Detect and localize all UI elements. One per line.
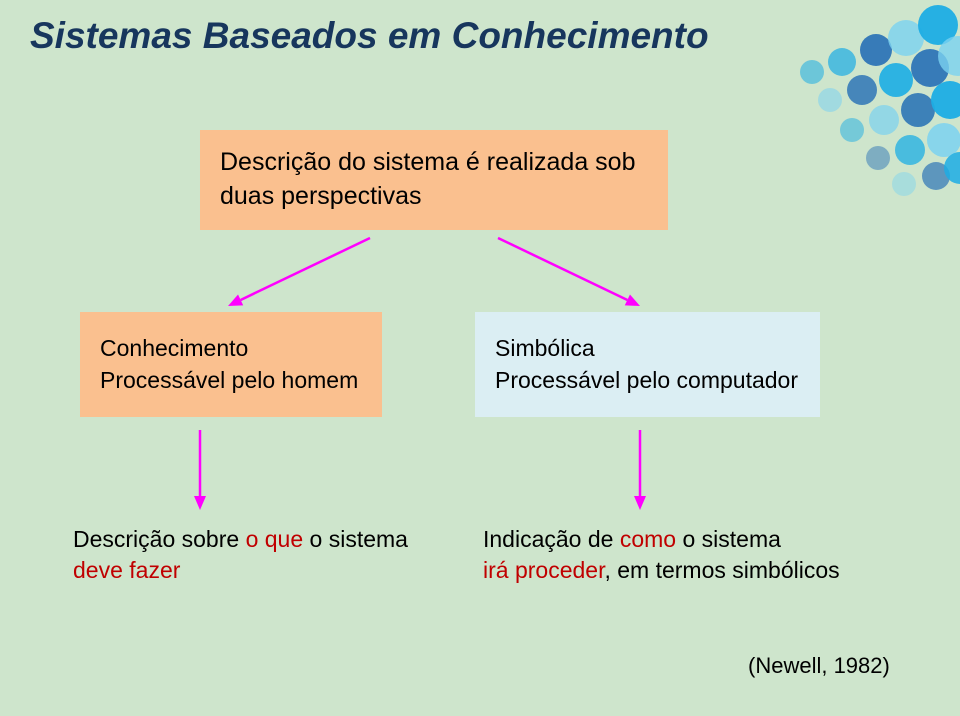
decor-dot: [818, 88, 842, 112]
box-right-mid-line1: Simbólica: [495, 333, 820, 364]
lb-l2-red: deve fazer: [73, 557, 180, 583]
rb-l1-red: como: [620, 526, 676, 552]
left-bottom-line2: deve fazer: [73, 555, 435, 586]
decor-dot: [866, 146, 890, 170]
text-indication-how-system-proceeds: Indicação de como o sistema irá proceder…: [475, 520, 855, 590]
box-right-mid-line2: Processável pelo computador: [495, 365, 820, 396]
rb-l1-black2: o sistema: [676, 526, 781, 552]
decor-dot: [901, 93, 935, 127]
box-symbolic-computer: Simbólica Processável pelo computador: [475, 312, 820, 417]
slide-root: Sistemas Baseados em Conhecimento Descri…: [0, 0, 960, 716]
box-left-mid-line1: Conhecimento: [100, 333, 382, 364]
decor-dot: [847, 75, 877, 105]
lb-l1-black2: o sistema: [303, 526, 408, 552]
decor-dot: [931, 81, 960, 119]
decor-dot: [800, 60, 824, 84]
box-top-line2: duas perspectivas: [220, 180, 668, 214]
box-left-mid-line2: Processável pelo homem: [100, 365, 382, 396]
text-description-what-system-does: Descrição sobre o que o sistema deve faz…: [65, 520, 435, 590]
slide-title: Sistemas Baseados em Conhecimento: [30, 15, 709, 57]
box-top-line1: Descrição do sistema é realizada sob: [220, 146, 668, 180]
right-bottom-line1: Indicação de como o sistema: [483, 524, 855, 555]
right-bottom-line2: irá proceder, em termos simbólicos: [483, 555, 855, 586]
lb-l1-red: o que: [246, 526, 304, 552]
box-knowledge-human: Conhecimento Processável pelo homem: [80, 312, 382, 417]
rb-l1-black: Indicação de: [483, 526, 620, 552]
rb-l2-black: , em termos simbólicos: [604, 557, 839, 583]
decor-dot: [869, 105, 899, 135]
decor-dot: [879, 63, 913, 97]
decor-dot: [895, 135, 925, 165]
lb-l1-black: Descrição sobre: [73, 526, 246, 552]
left-bottom-line1: Descrição sobre o que o sistema: [73, 524, 435, 555]
citation: (Newell, 1982): [748, 653, 890, 679]
decor-dot: [892, 172, 916, 196]
decor-dot: [840, 118, 864, 142]
rb-l2-red: irá proceder: [483, 557, 604, 583]
decor-dot: [828, 48, 856, 76]
box-description-two-perspectives: Descrição do sistema é realizada sob dua…: [200, 130, 668, 230]
